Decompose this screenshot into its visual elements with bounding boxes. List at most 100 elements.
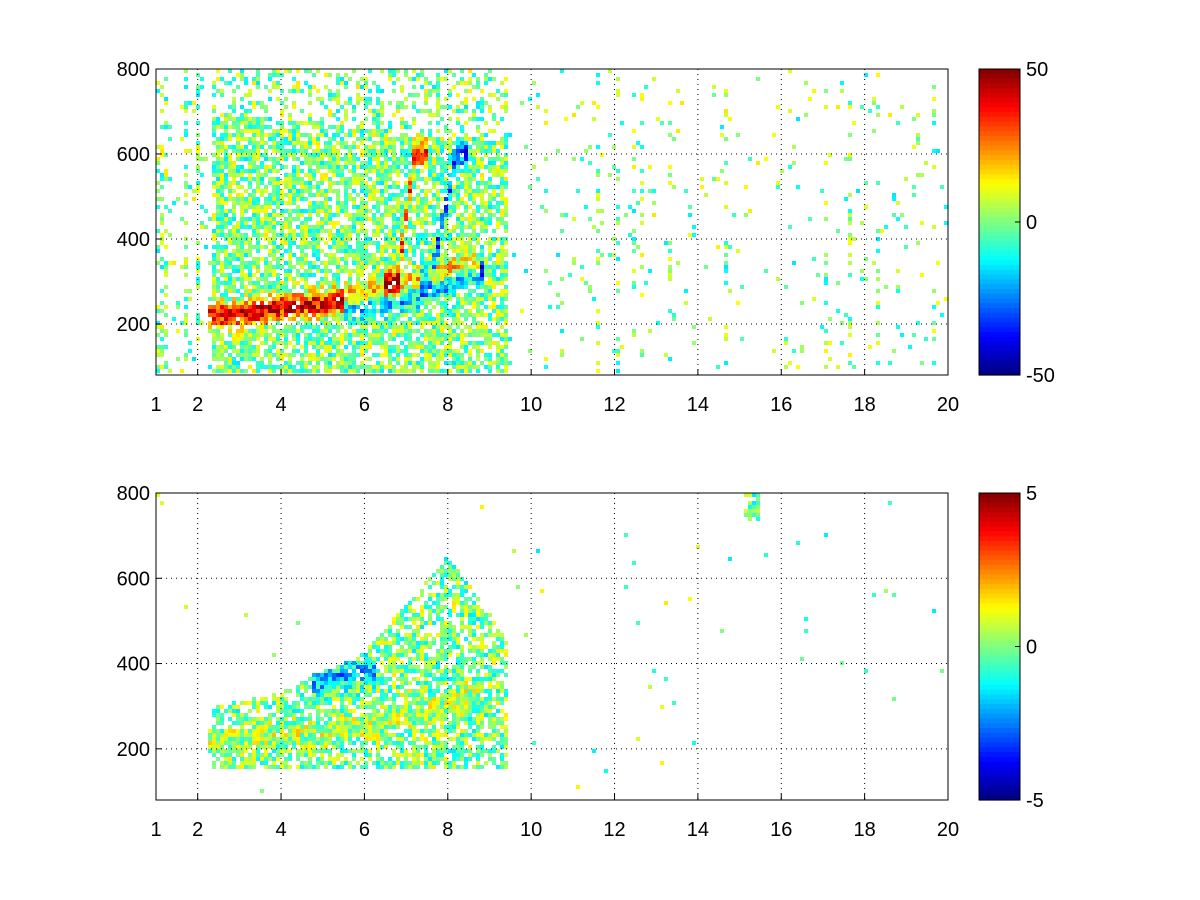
heatmap-cell: [444, 269, 448, 273]
y-tick-label: 200: [117, 314, 150, 336]
heatmap-cell: [500, 189, 504, 193]
heatmap-cell: [592, 101, 596, 105]
heatmap-cell: [276, 141, 280, 145]
heatmap-cell: [292, 101, 296, 105]
heatmap-cell: [320, 125, 324, 129]
heatmap-cell: [184, 133, 188, 137]
heatmap-cell: [592, 297, 596, 301]
heatmap-cell: [448, 137, 452, 141]
heatmap-cell: [256, 173, 260, 177]
heatmap-cell: [324, 241, 328, 245]
heatmap-cell: [416, 137, 420, 141]
heatmap-cell: [464, 121, 468, 125]
heatmap-cell: [492, 361, 496, 365]
heatmap-cell: [232, 201, 236, 205]
heatmap-cell: [392, 169, 396, 173]
heatmap-cell: [368, 257, 372, 261]
heatmap-cell: [504, 157, 508, 161]
heatmap-cell: [392, 325, 396, 329]
heatmap-cell: [372, 333, 376, 337]
heatmap-cell: [348, 361, 352, 365]
heatmap-cell: [388, 177, 392, 181]
heatmap-cell: [432, 233, 436, 237]
heatmap-cell: [336, 329, 340, 333]
heatmap-cell: [244, 341, 248, 345]
heatmap-cell: [428, 81, 432, 85]
heatmap-cell: [468, 81, 472, 85]
heatmap-cell: [464, 189, 468, 193]
heatmap-cell: [264, 189, 268, 193]
heatmap-cell: [204, 209, 208, 213]
heatmap-cell: [320, 193, 324, 197]
heatmap-cell: [216, 337, 220, 341]
heatmap-cell: [436, 129, 440, 133]
heatmap-cell: [296, 705, 300, 709]
heatmap-cell: [692, 225, 696, 229]
heatmap-cell: [312, 701, 316, 705]
heatmap-cell: [304, 313, 308, 317]
heatmap-cell: [460, 109, 464, 113]
heatmap-cell: [228, 241, 232, 245]
heatmap-cell: [476, 193, 480, 197]
heatmap-cell: [440, 105, 444, 109]
heatmap-cell: [292, 141, 296, 145]
heatmap-cell: [260, 717, 264, 721]
heatmap-cell: [560, 69, 564, 73]
heatmap-cell: [468, 189, 472, 193]
heatmap-cell: [304, 221, 308, 225]
heatmap-cell: [256, 129, 260, 133]
heatmap-cell: [672, 185, 676, 189]
heatmap-cell: [368, 109, 372, 113]
heatmap-cell: [360, 125, 364, 129]
heatmap-cell: [372, 181, 376, 185]
heatmap-cell: [272, 241, 276, 245]
heatmap-cell: [448, 337, 452, 341]
heatmap-cell: [332, 341, 336, 345]
heatmap-cell: [344, 189, 348, 193]
heatmap-cell: [344, 289, 348, 293]
heatmap-cell: [416, 201, 420, 205]
heatmap-cell: [236, 277, 240, 281]
heatmap-cell: [284, 309, 288, 313]
heatmap-cell: [272, 245, 276, 249]
heatmap-cell: [436, 237, 440, 241]
heatmap-cell: [204, 157, 208, 161]
heatmap-cell: [344, 357, 348, 361]
heatmap-cell: [328, 89, 332, 93]
heatmap-cell: [376, 97, 380, 101]
heatmap-cell: [216, 705, 220, 709]
heatmap-cell: [456, 205, 460, 209]
heatmap-cell: [244, 717, 248, 721]
heatmap-cell: [640, 197, 644, 201]
heatmap-cell: [440, 165, 444, 169]
heatmap-cell: [268, 97, 272, 101]
heatmap-cell: [668, 165, 672, 169]
heatmap-cell: [312, 685, 316, 689]
heatmap-cell: [440, 321, 444, 325]
heatmap-cell: [424, 149, 428, 153]
heatmap-cell: [416, 177, 420, 181]
heatmap-cell: [364, 297, 368, 301]
heatmap-cell: [796, 117, 800, 121]
heatmap-cell: [464, 181, 468, 185]
heatmap-cell: [316, 189, 320, 193]
heatmap-cell: [212, 153, 216, 157]
heatmap-cell: [220, 349, 224, 353]
heatmap-cell: [452, 85, 456, 89]
heatmap-cell: [388, 157, 392, 161]
heatmap-cell: [452, 321, 456, 325]
heatmap-cell: [384, 349, 388, 353]
heatmap-cell: [260, 133, 264, 137]
heatmap-cell: [276, 205, 280, 209]
heatmap-cell: [404, 313, 408, 317]
heatmap-cell: [228, 333, 232, 337]
heatmap-cell: [408, 353, 412, 357]
heatmap-cell: [648, 165, 652, 169]
heatmap-cell: [324, 273, 328, 277]
heatmap-cell: [436, 89, 440, 93]
heatmap-cell: [848, 333, 852, 337]
heatmap-cell: [240, 145, 244, 149]
heatmap-cell: [756, 161, 760, 165]
heatmap-cell: [252, 125, 256, 129]
heatmap-cell: [232, 345, 236, 349]
